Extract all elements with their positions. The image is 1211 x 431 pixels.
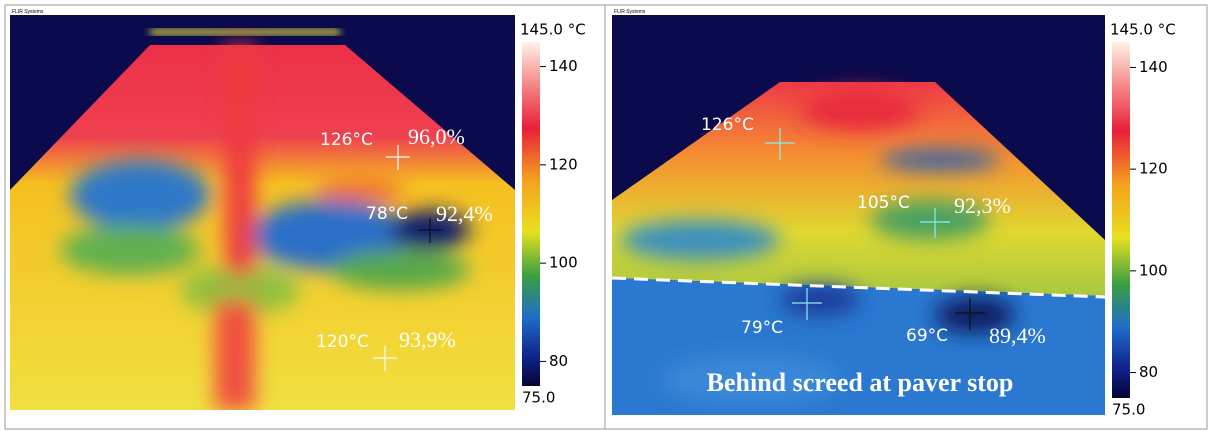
brand: FLIR Systems [614,9,646,15]
spot-temp: 126°C [320,130,373,150]
colorbar-tick-label: 120 [1139,160,1168,178]
colorbar-max: 145.0 °C [520,21,586,39]
spot-emissivity: 89,4% [989,323,1046,348]
colorbar-tick-label: 100 [1139,261,1168,279]
colorbar-min: 75.0 [522,389,555,407]
thermal-image [612,15,1105,415]
colorbar-tick-label: 140 [1139,58,1168,76]
colorbar-tick-label: 100 [549,254,578,272]
colorbar-tick-label: 140 [549,57,578,75]
colorbar-max: 145.0 °C [1110,21,1176,39]
crosshair [386,145,410,170]
colorbar-tick-label: 80 [1139,363,1158,381]
spot-temp: 105°C [857,193,910,213]
colorbar [522,42,540,386]
colorbar-tick-label: 80 [549,352,568,370]
crosshair [955,298,985,330]
brand: FLIR Systems [12,9,44,15]
spot-temp: 120°C [316,332,369,352]
colorbar-min: 75.0 [1112,401,1145,419]
crosshair [418,218,442,243]
spot-emissivity: 96,0% [408,124,465,149]
spot-emissivity: 92,4% [436,201,493,226]
caption: Behind screed at paver stop [707,368,1014,397]
crosshair [765,128,795,160]
spot-temp: 78°C [366,204,408,224]
crosshair [920,208,950,238]
spot-temp: 79°C [741,318,783,338]
colorbar [1112,42,1130,398]
thermal-image [10,15,515,410]
spot-temp: 126°C [701,115,754,135]
crosshair [792,288,822,320]
spot-emissivity: 92,3% [954,193,1011,218]
spot-emissivity: 93,9% [399,327,456,352]
crosshair [373,346,397,371]
spot-temp: 69°C [906,326,948,346]
panel-frame [604,4,1208,430]
colorbar-tick-label: 120 [549,155,578,173]
